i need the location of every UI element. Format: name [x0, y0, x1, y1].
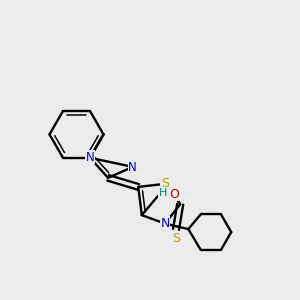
Text: N: N	[128, 161, 137, 174]
Text: S: S	[161, 177, 169, 190]
Text: H: H	[159, 188, 167, 198]
Text: O: O	[169, 188, 179, 201]
Text: N: N	[85, 151, 94, 164]
Text: N: N	[160, 217, 170, 230]
Text: S: S	[172, 232, 180, 245]
